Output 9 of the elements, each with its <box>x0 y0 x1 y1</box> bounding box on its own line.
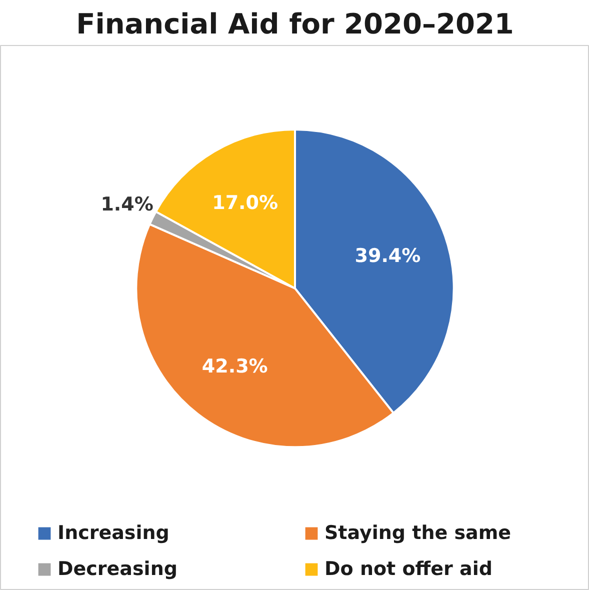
chart-title: Financial Aid for 2020–2021 <box>76 8 514 40</box>
data-label: 42.3% <box>202 356 268 378</box>
data-label: 1.4% <box>100 194 154 216</box>
legend-label: Do not offer aid <box>324 558 494 580</box>
legend-label: Increasing <box>58 522 170 544</box>
legend-label: Staying the same <box>324 522 512 544</box>
data-label: 39.4% <box>354 244 421 267</box>
legend-label: Decreasing <box>58 558 178 580</box>
data-label: 17.0% <box>212 192 278 214</box>
